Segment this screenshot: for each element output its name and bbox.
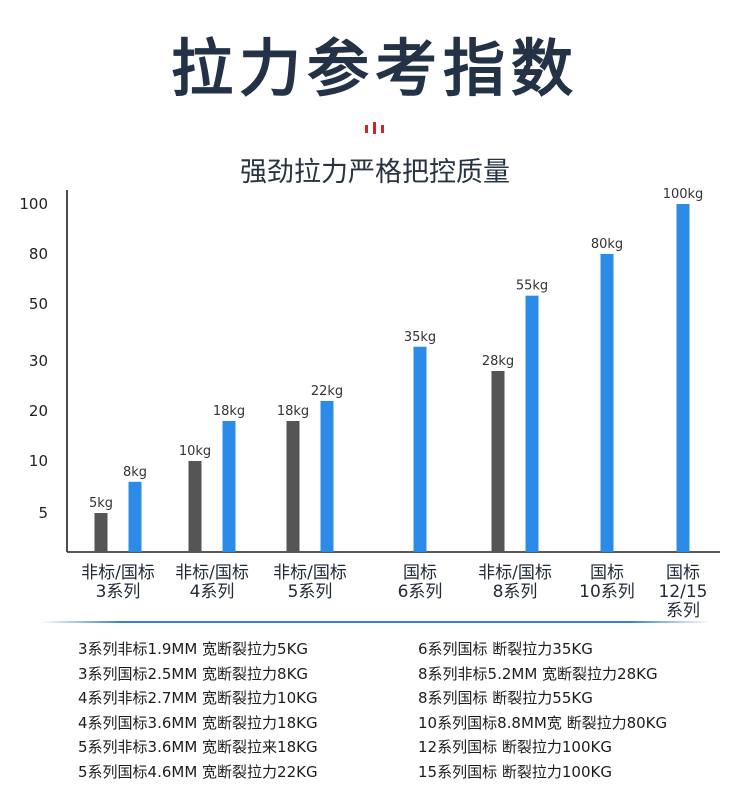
category-label: 国标 10系列 <box>579 563 635 602</box>
spec-notes-left: 3系列非标1.9MM 宽断裂拉力5KG 3系列国标2.5MM 宽断裂拉力8KG … <box>78 637 318 785</box>
bar-value-label: 80kg <box>591 237 623 252</box>
bar <box>676 204 690 552</box>
bar <box>128 481 142 552</box>
y-tick-label: 30 <box>29 352 48 370</box>
bar-value-label: 8kg <box>123 465 147 480</box>
bar-value-label: 35kg <box>404 330 436 345</box>
spec-note: 8系列非标5.2MM 宽断裂拉力28KG <box>418 664 658 683</box>
bar-value-label: 100kg <box>663 187 704 202</box>
divider <box>40 621 710 623</box>
spec-note: 4系列国标3.6MM 宽断裂拉力18KG <box>78 713 318 732</box>
bar <box>525 295 539 552</box>
spec-note: 15系列国标 断裂拉力100KG <box>418 762 612 781</box>
spec-note: 5系列国标4.6MM 宽断裂拉力22KG <box>78 762 318 781</box>
chart-subtitle: 强劲拉力严格把控质量 <box>240 157 510 188</box>
bar-value-label: 18kg <box>213 404 245 419</box>
spec-note: 3系列国标2.5MM 宽断裂拉力8KG <box>78 664 309 683</box>
bar <box>222 421 236 552</box>
bar-value-label: 18kg <box>277 404 309 419</box>
bar <box>491 371 505 552</box>
bar-value-label: 5kg <box>89 496 113 511</box>
bar-value-label: 10kg <box>179 444 211 459</box>
spec-note: 5系列非标3.6MM 宽断裂拉来18KG <box>78 738 318 757</box>
category-label: 非标/国标 3系列 <box>81 563 155 602</box>
bar <box>94 513 108 552</box>
bar <box>286 421 300 552</box>
category-label: 非标/国标 5系列 <box>273 563 347 602</box>
bar-value-label: 28kg <box>482 354 514 369</box>
page-title: 拉力参考指数 <box>170 32 579 105</box>
category-label: 国标 6系列 <box>398 563 443 602</box>
y-tick-label: 5 <box>38 504 48 522</box>
y-tick-label: 80 <box>29 245 48 263</box>
category-label: 国标 12/15 系列 <box>659 563 708 620</box>
y-tick-label: 50 <box>29 295 48 313</box>
bar <box>413 346 427 552</box>
y-tick-label: 10 <box>29 452 48 470</box>
spec-notes-right: 6系列国标 断裂拉力35KG 8系列非标5.2MM 宽断裂拉力28KG 8系列国… <box>418 637 667 785</box>
spec-note: 8系列国标 断裂拉力55KG <box>418 689 593 708</box>
y-tick-label: 20 <box>29 402 48 420</box>
bar-value-label: 22kg <box>311 384 343 399</box>
spec-note: 12系列国标 断裂拉力100KG <box>418 738 612 757</box>
y-tick-label: 100 <box>19 195 48 213</box>
accent-mark <box>364 122 386 136</box>
spec-note: 10系列国标8.8MM宽 断裂拉力80KG <box>418 713 668 732</box>
spec-note: 6系列国标 断裂拉力35KG <box>418 640 593 658</box>
bar <box>188 461 202 552</box>
bar-value-label: 55kg <box>516 279 548 294</box>
spec-note: 3系列非标1.9MM 宽断裂拉力5KG <box>78 640 309 658</box>
category-label: 非标/国标 8系列 <box>478 563 552 602</box>
category-label: 非标/国标 4系列 <box>175 563 249 602</box>
bar <box>320 401 334 552</box>
bar <box>600 254 614 552</box>
spec-note: 4系列非标2.7MM 宽断裂拉力10KG <box>78 689 318 708</box>
